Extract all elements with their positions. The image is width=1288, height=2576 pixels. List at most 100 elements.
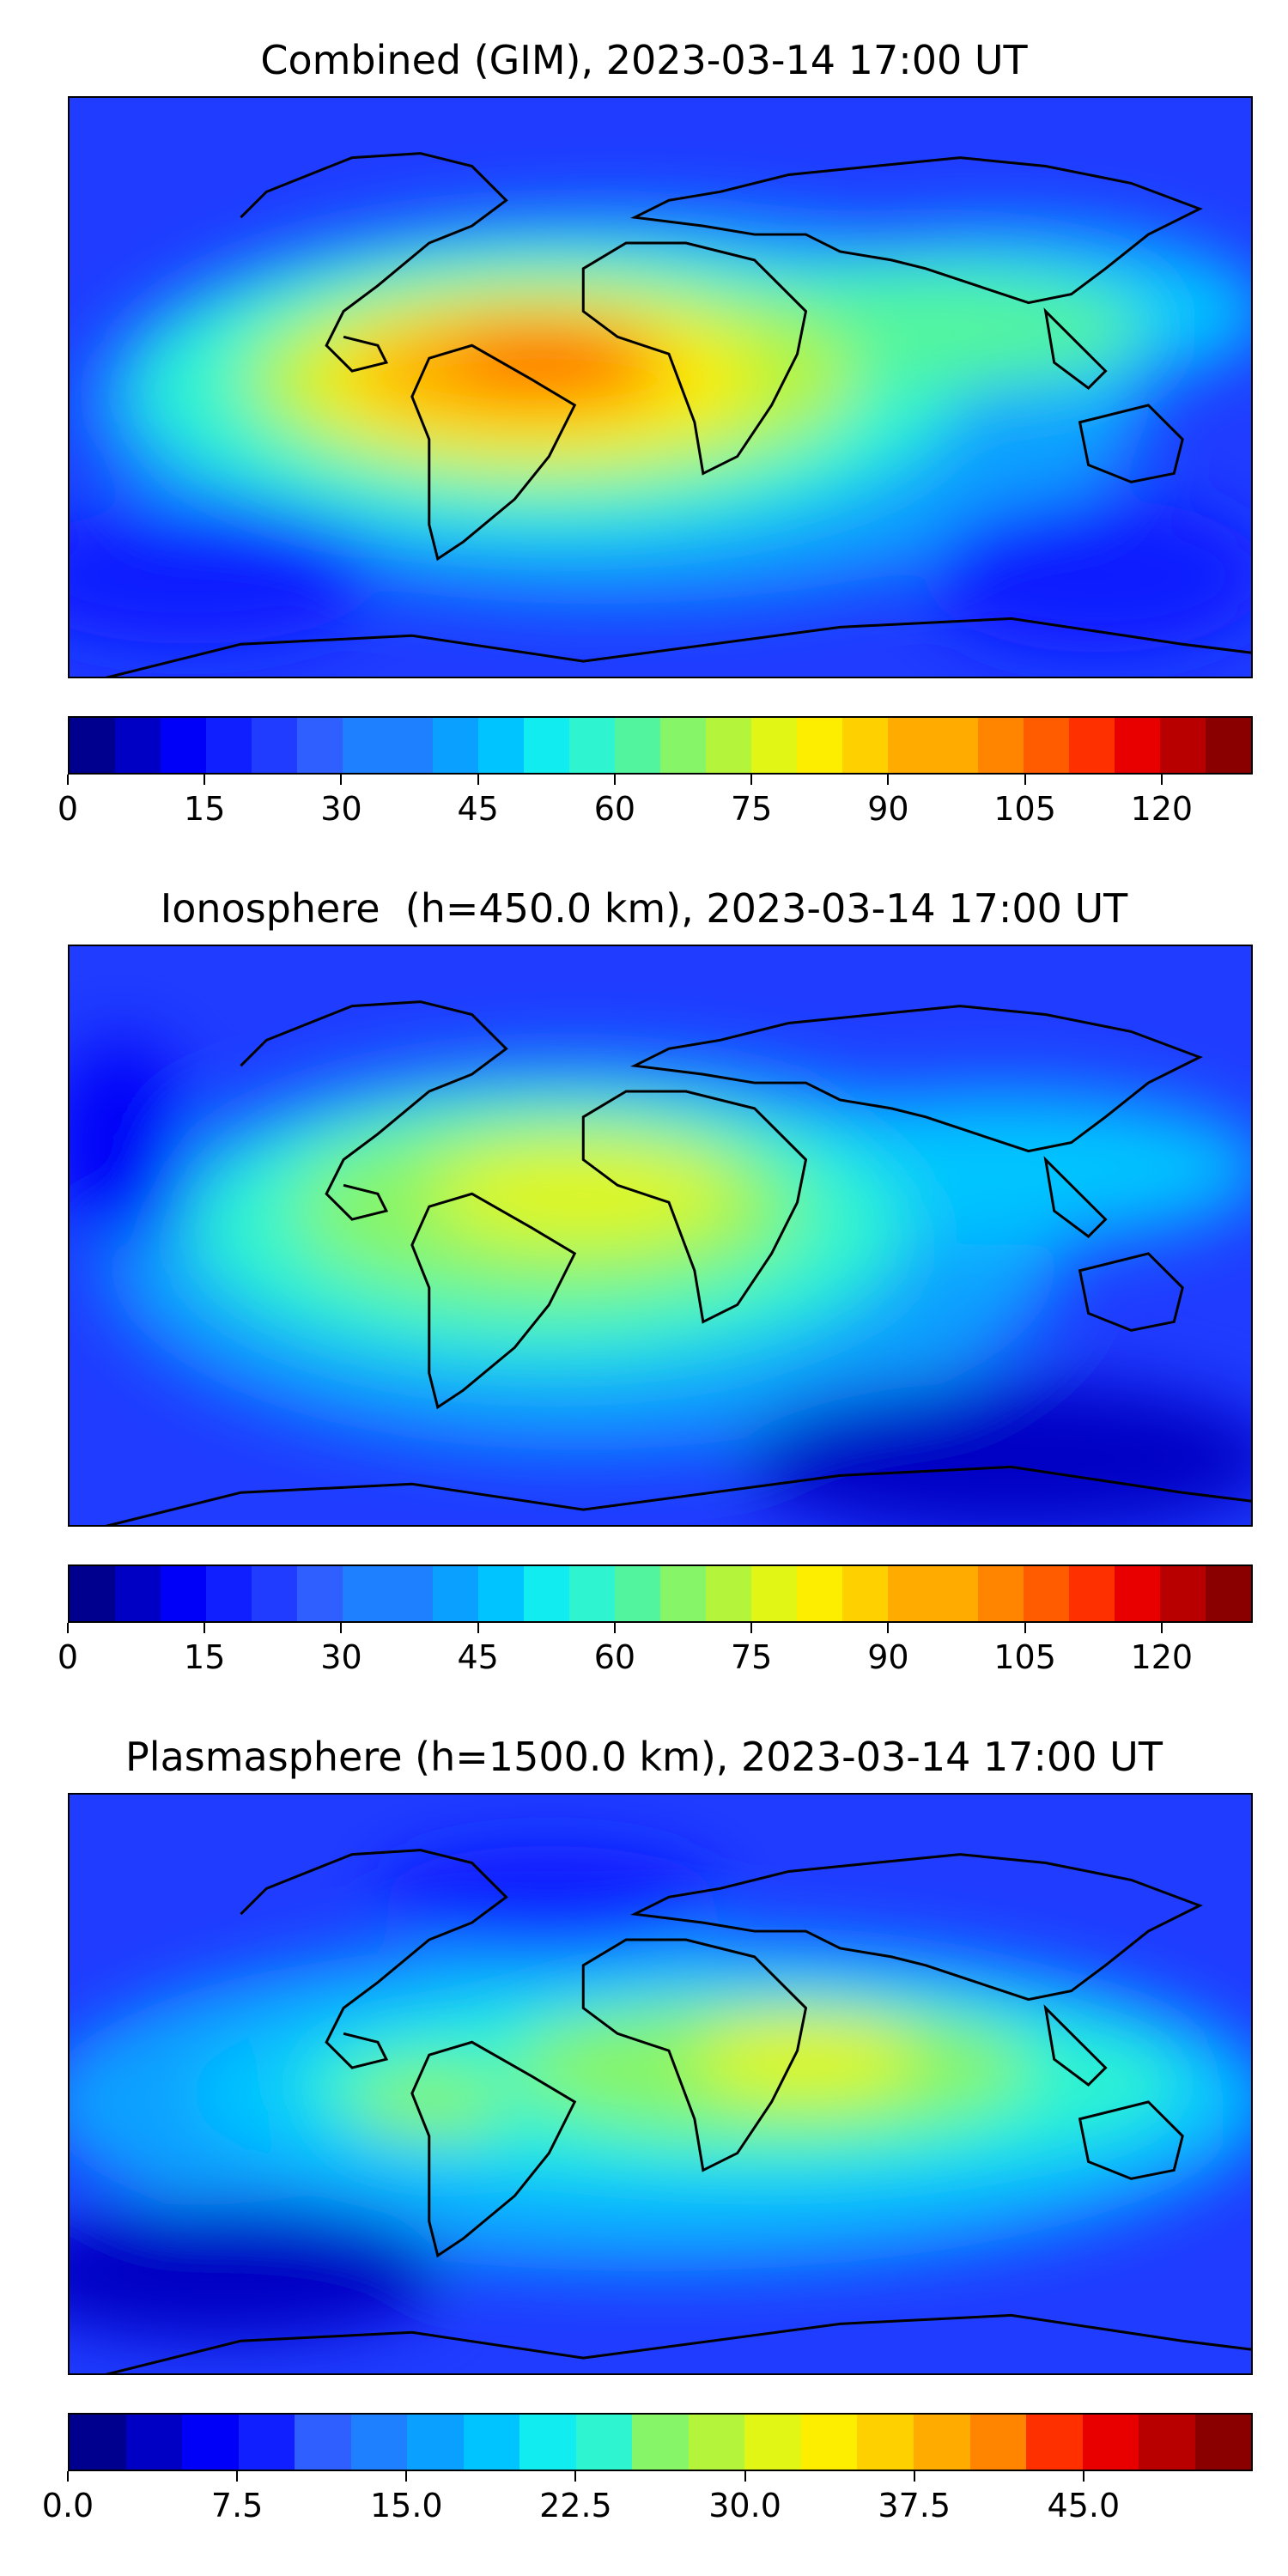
colorbar-tick — [887, 775, 890, 785]
colorbar-segment — [887, 718, 933, 773]
colorbar-segment — [887, 1566, 933, 1621]
colorbar-segment — [1024, 1566, 1070, 1621]
colorbar-segment — [841, 1566, 888, 1621]
colorbar-tick-label: 105 — [993, 790, 1056, 828]
map-title: Combined (GIM), 2023-03-14 17:00 UT — [260, 37, 1028, 83]
colorbar-segment — [1206, 718, 1251, 773]
colorbar-segment — [70, 1566, 115, 1621]
map-title: Ionosphere (h=450.0 km), 2023-03-14 17:0… — [160, 885, 1128, 932]
colorbar-segment — [705, 1566, 751, 1621]
colorbar-segment — [205, 718, 252, 773]
colorbar-segment — [705, 718, 751, 773]
colorbar-segment — [933, 718, 979, 773]
colorbar-tick-label: 30 — [320, 1638, 362, 1676]
colorbar-segment — [342, 718, 388, 773]
colorbar-tick-label: 60 — [593, 790, 636, 828]
colorbar-segment — [744, 2415, 801, 2470]
colorbar-segment — [160, 1566, 206, 1621]
colorbar-tick — [340, 1623, 343, 1633]
colorbar-segment — [463, 2415, 520, 2470]
colorbar-segment — [1115, 1566, 1161, 1621]
colorbar-segment — [478, 718, 525, 773]
colorbar-tick-label: 45 — [457, 1638, 499, 1676]
colorbar-tick-label: 90 — [867, 790, 909, 828]
colorbar-segment — [519, 2415, 576, 2470]
colorbar-segment — [750, 1566, 797, 1621]
colorbar-tick-label: 45.0 — [1047, 2487, 1121, 2524]
colorbar-tick — [574, 2471, 577, 2482]
colorbar-tick — [750, 775, 753, 785]
colorbar-segment — [114, 718, 161, 773]
colorbar-segment — [913, 2415, 970, 2470]
colorbar-tick — [613, 1623, 616, 1633]
colorbar-segment — [182, 2415, 239, 2470]
colorbar-segment — [387, 1566, 434, 1621]
colorbar-tick-label: 0.0 — [41, 2487, 94, 2524]
colorbar-tick — [477, 775, 479, 785]
colorbar-tick — [405, 2471, 408, 2482]
colorbar-tick-label: 30 — [320, 790, 362, 828]
colorbar-segment — [205, 1566, 252, 1621]
colorbar-tick-label: 30.0 — [708, 2487, 781, 2524]
colorbar-segment — [978, 718, 1024, 773]
colorbar-segment — [1160, 718, 1206, 773]
colorbar-segment — [114, 1566, 161, 1621]
colorbar-segment — [1115, 718, 1161, 773]
colorbar-segment — [238, 2415, 295, 2470]
colorbar-tick — [204, 1623, 206, 1633]
colorbar-tick-label: 75 — [730, 1638, 773, 1676]
colorbar-segment — [1026, 2415, 1083, 2470]
coastlines — [105, 1000, 1251, 1525]
colorbar-ticks: 0 15 30 45 60 75 90 105 120 — [58, 775, 1253, 828]
colorbar-segment — [407, 2415, 464, 2470]
colorbar-tick — [1160, 775, 1163, 785]
colorbar-segment — [659, 1566, 706, 1621]
colorbar-tick — [744, 2471, 746, 2482]
colorbar-segment — [796, 1566, 842, 1621]
colorbar-tick-label: 0 — [57, 790, 79, 828]
colorbar-segment — [524, 718, 570, 773]
colorbar-tick — [67, 775, 69, 785]
tec-map — [68, 1793, 1253, 2375]
colorbar-tick — [1160, 1623, 1163, 1633]
colorbar-segment — [160, 718, 206, 773]
colorbar-tick-label: 7.5 — [210, 2487, 264, 2524]
colorbar-segment — [342, 1566, 388, 1621]
colorbar-tick — [236, 2471, 239, 2482]
colorbar-segment — [251, 1566, 297, 1621]
colorbar-segment — [796, 718, 842, 773]
colorbar-tick — [750, 1623, 753, 1633]
colorbar-segment — [841, 718, 888, 773]
colorbar-segment — [296, 718, 343, 773]
colorbar-tick-label: 105 — [993, 1638, 1056, 1676]
colorbar-segment — [978, 1566, 1024, 1621]
colorbar-segment — [575, 2415, 633, 2470]
colorbar-tick-label: 15 — [184, 1638, 226, 1676]
colorbar-segment — [251, 718, 297, 773]
colorbar-segment — [969, 2415, 1027, 2470]
colorbar-segment — [1194, 2415, 1252, 2470]
colorbar-segment — [295, 2415, 351, 2470]
tec-map — [68, 945, 1253, 1527]
colorbar-segment — [1024, 718, 1070, 773]
colorbar-tick — [613, 775, 616, 785]
colorbar-segment — [1082, 2415, 1139, 2470]
colorbar-tick-label: 22.5 — [539, 2487, 612, 2524]
map-title: Plasmasphere (h=1500.0 km), 2023-03-14 1… — [125, 1734, 1163, 1780]
colorbar-segment — [70, 718, 115, 773]
colorbar-segment — [296, 1566, 343, 1621]
colorbar-tick — [887, 1623, 890, 1633]
colorbar-segment — [478, 1566, 525, 1621]
tec-map-svg — [70, 98, 1251, 677]
colorbar-segment — [524, 1566, 570, 1621]
colorbar-tick — [340, 775, 343, 785]
colorbar-segment — [615, 718, 660, 773]
colorbar-tick — [913, 2471, 915, 2482]
colorbar — [68, 2413, 1253, 2471]
colorbar-tick — [67, 1623, 69, 1633]
colorbar-segment — [433, 718, 479, 773]
colorbar-tick — [1082, 2471, 1084, 2482]
colorbar-segment — [125, 2415, 183, 2470]
tec-map-svg — [70, 1795, 1251, 2373]
colorbar-segment — [1160, 1566, 1206, 1621]
